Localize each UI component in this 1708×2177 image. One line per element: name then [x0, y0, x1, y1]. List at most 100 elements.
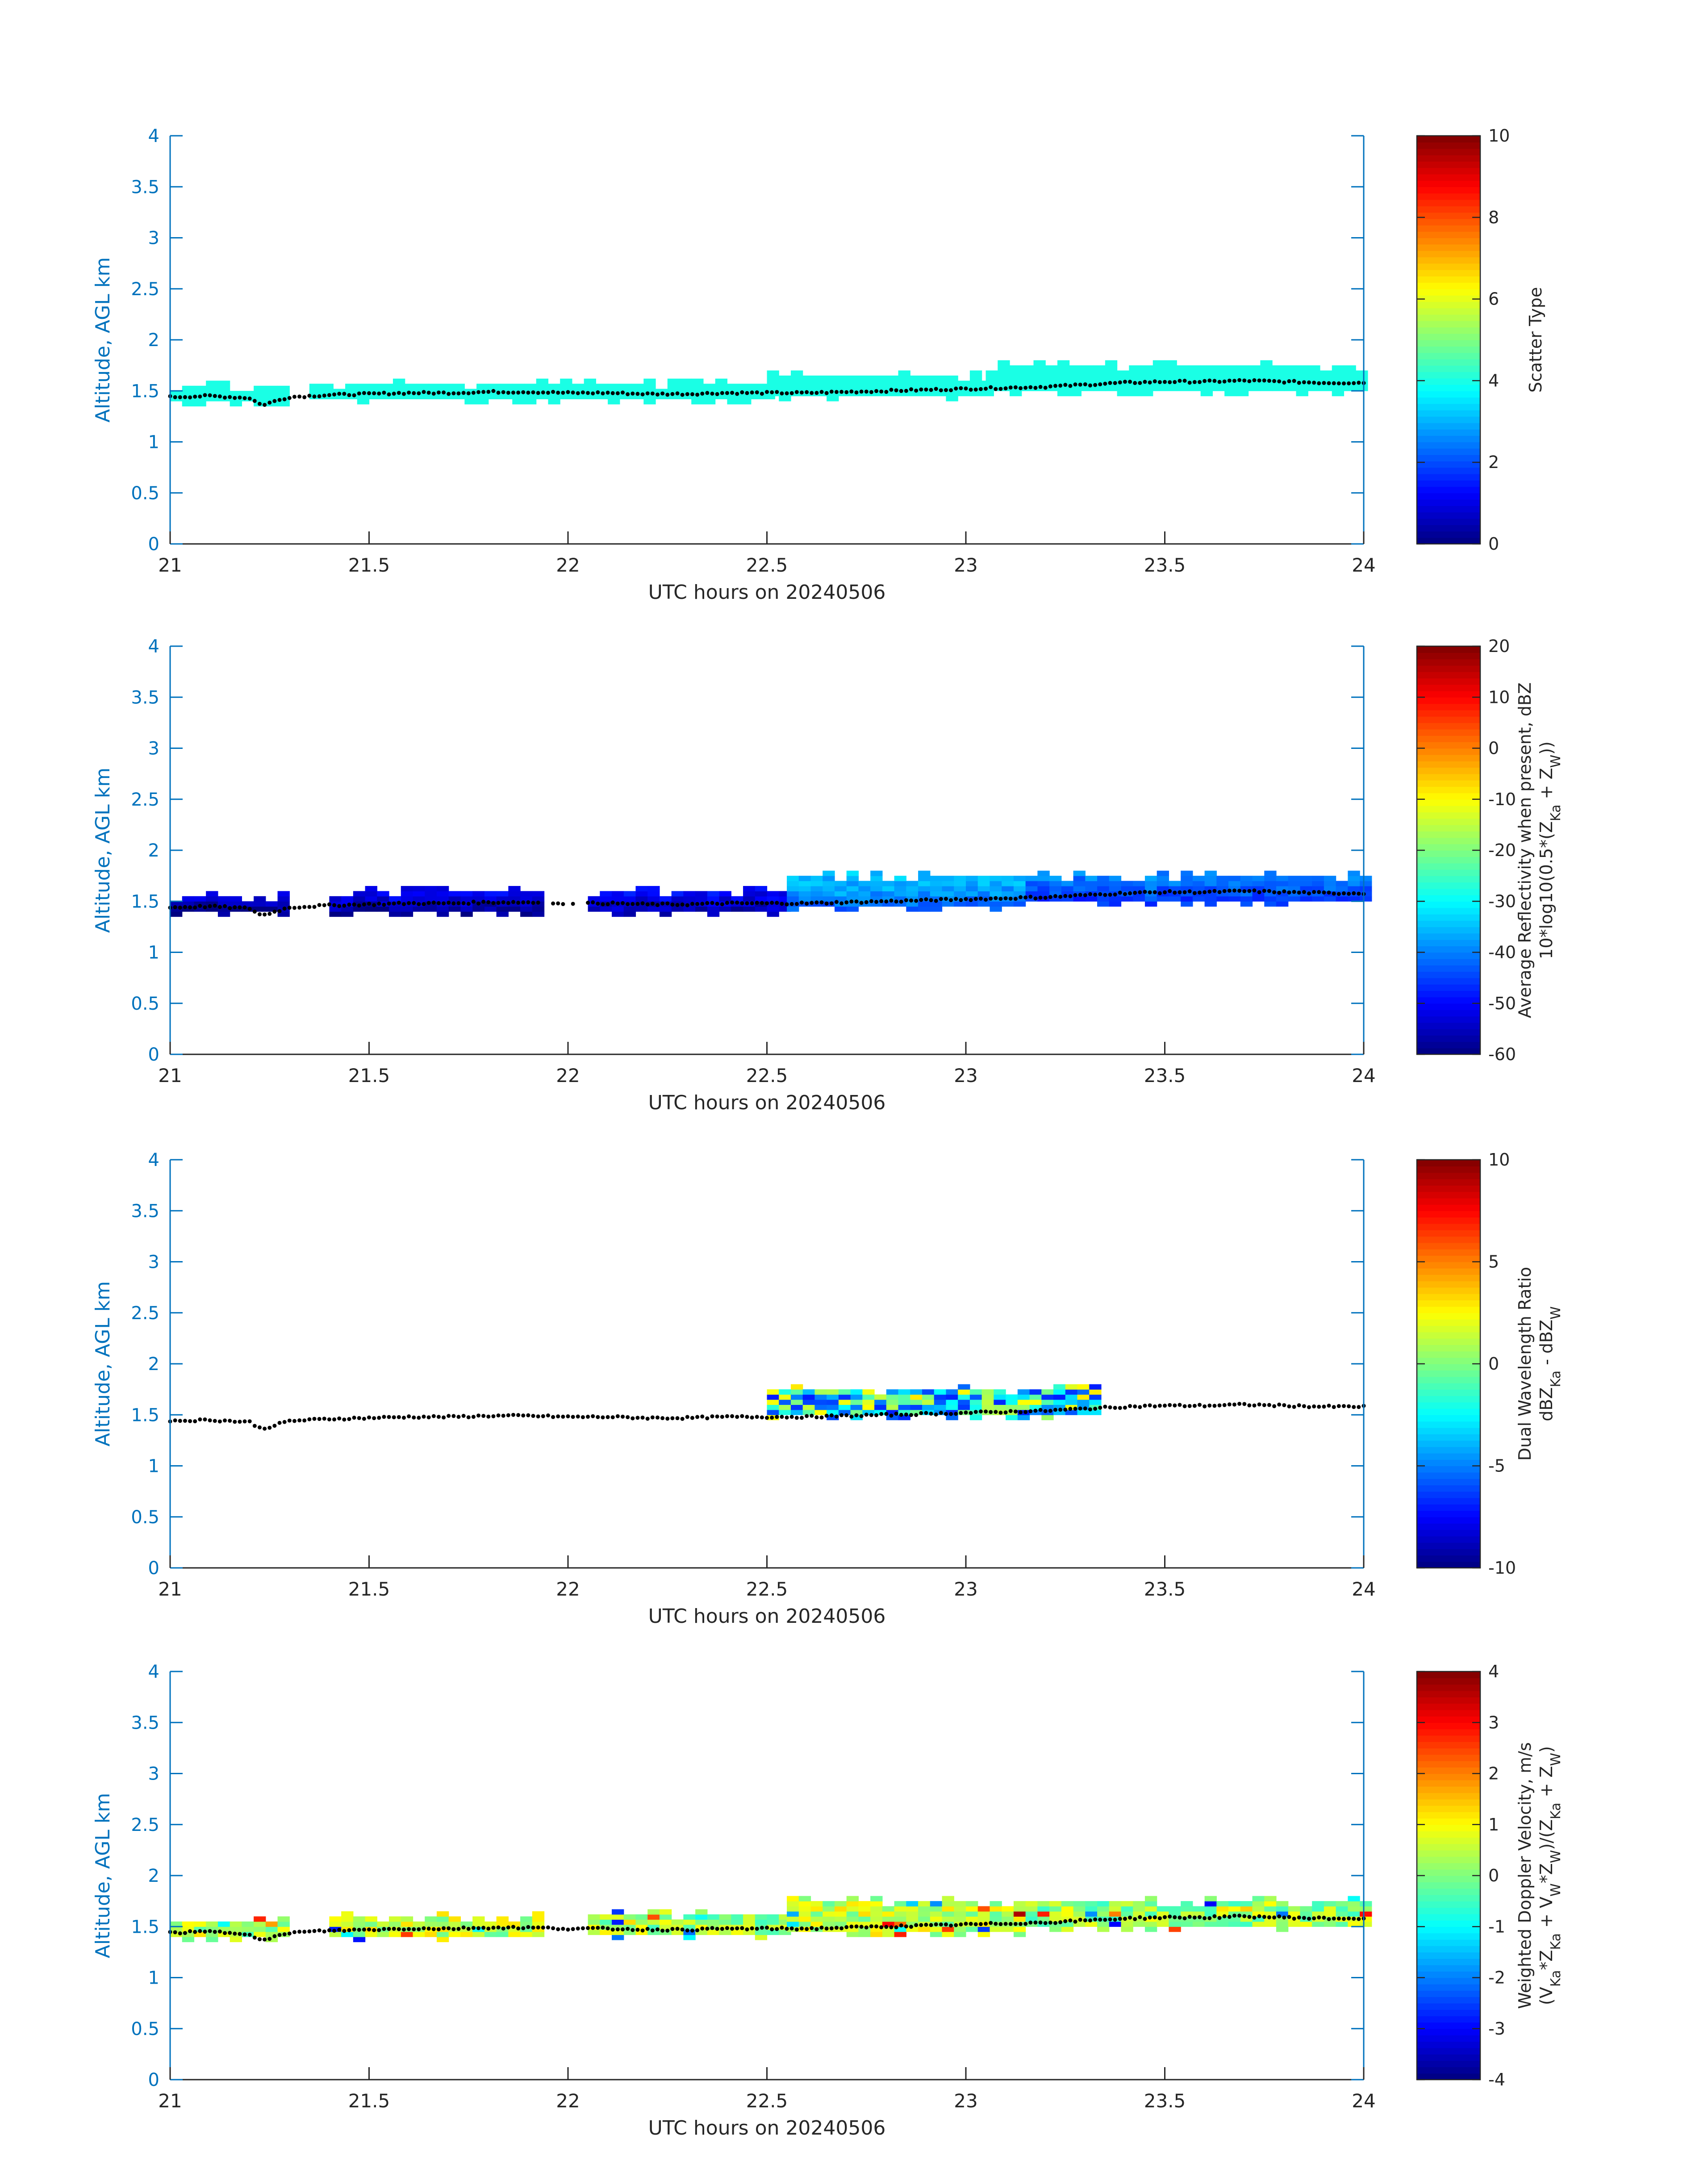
cloud-top-dot — [799, 390, 804, 395]
cloud-pixel — [496, 891, 509, 897]
cloud-top-dot — [969, 1922, 973, 1926]
cloud-pixel — [659, 911, 672, 917]
cloud-pixel — [1332, 375, 1345, 381]
cloud-top-dot — [615, 1414, 620, 1418]
cloud-top-dot — [1013, 897, 1018, 901]
cloud-top-dot — [1019, 895, 1023, 899]
cloud-pixel — [1240, 896, 1253, 902]
y-tick-label: 3.5 — [131, 1201, 159, 1221]
cloud-top-dot — [919, 1411, 923, 1415]
cloud-pixel — [862, 380, 875, 386]
cloud-top-dot — [1068, 894, 1073, 898]
cloud-pixel — [969, 380, 982, 386]
cloud-pixel — [1248, 380, 1261, 386]
colorbar-swatch — [1417, 958, 1480, 965]
cloud-pixel — [703, 399, 716, 405]
cloud-top-dot — [486, 389, 491, 394]
cloud-pixel — [448, 1921, 461, 1927]
colorbar-swatch — [1417, 793, 1480, 800]
cloud-top-dot — [1297, 380, 1301, 385]
cloud-pixel — [870, 881, 883, 886]
colorbar-swatch — [1417, 206, 1480, 213]
cloud-pixel — [1332, 365, 1345, 371]
cloud-pixel — [524, 399, 537, 405]
cloud-top-dot — [312, 1417, 317, 1421]
cloud-pixel — [787, 896, 799, 902]
cloud-top-dot — [685, 1928, 689, 1933]
colorbar-swatch — [1417, 486, 1480, 493]
cloud-top-dot — [173, 1930, 177, 1935]
cloud-top-dot — [1038, 895, 1043, 900]
x-tick-label: 24 — [1352, 1065, 1375, 1086]
cloud-top-dot — [1103, 381, 1107, 386]
cloud-pixel — [998, 365, 1010, 371]
cloud-pixel — [1165, 370, 1177, 376]
cloud-top-dot — [660, 391, 665, 396]
cloud-pixel — [846, 876, 859, 882]
colorbar-swatch — [1417, 799, 1480, 806]
cloud-pixel — [194, 396, 206, 401]
cloud-pixel — [679, 384, 692, 389]
cloud-pixel — [966, 901, 978, 907]
cloud-top-dot — [561, 902, 565, 907]
cloud-top-dot — [606, 902, 610, 907]
colorbar-swatch — [1417, 321, 1480, 328]
cloud-pixel — [906, 891, 919, 897]
cloud-top-dot — [626, 1415, 630, 1419]
cloud-pixel — [1228, 1901, 1241, 1907]
cloud-pixel — [958, 380, 970, 386]
cloud-pixel — [894, 891, 906, 897]
colorbar-swatch — [1417, 473, 1480, 481]
cloud-pixel — [715, 384, 727, 389]
cloud-top-dot — [969, 898, 973, 903]
cloud-top-dot — [1277, 1402, 1282, 1407]
cloud-pixel — [472, 896, 485, 902]
cloud-pixel — [1144, 1901, 1157, 1907]
cloud-top-dot — [312, 905, 317, 909]
cloud-top-dot — [621, 390, 625, 395]
cloud-top-dot — [1078, 893, 1082, 897]
cloud-pixel — [631, 389, 644, 394]
cloud-top-dot — [1013, 1409, 1018, 1414]
cloud-top-dot — [740, 1414, 744, 1418]
cloud-pixel — [998, 370, 1010, 376]
cloud-pixel — [1240, 1906, 1253, 1912]
cloud-top-dot — [621, 1414, 625, 1419]
cloud-pixel — [277, 391, 290, 397]
colorbar-swatch — [1417, 971, 1480, 978]
cloud-pixel — [882, 1906, 895, 1912]
cloud-top-dot — [1118, 380, 1122, 384]
cloud-top-dot — [864, 1925, 869, 1930]
cloud-pixel — [858, 886, 871, 891]
cloud-top-dot — [685, 903, 689, 907]
cloud-pixel — [986, 380, 998, 386]
colorbar-swatch — [1417, 997, 1480, 1004]
cloud-top-dot — [541, 1414, 545, 1418]
colorbar-swatch — [1417, 1048, 1480, 1055]
cloud-top-dot — [571, 902, 575, 906]
cloud-pixel — [894, 881, 906, 886]
cloud-top-dot — [909, 898, 913, 903]
cloud-pixel — [981, 1404, 994, 1410]
cloud-top-dot — [596, 390, 600, 395]
cloud-pixel — [1169, 1926, 1181, 1932]
cloud-top-dot — [228, 906, 232, 911]
cloud-top-dot — [735, 1926, 739, 1930]
cloud-pixel — [1049, 886, 1062, 891]
cloud-pixel — [1025, 1916, 1038, 1922]
colorbar-swatch — [1417, 327, 1480, 334]
cloud-top-dot — [466, 1415, 471, 1420]
cloud-top-dot — [1063, 1919, 1068, 1923]
cloud-pixel — [671, 1919, 684, 1925]
cloud-pixel — [1360, 876, 1372, 882]
cloud-top-dot — [1227, 1402, 1232, 1407]
y-tick-label: 3.5 — [131, 177, 159, 197]
colorbar-swatch — [1417, 499, 1480, 506]
cloud-top-dot — [1317, 1404, 1321, 1409]
cloud-top-dot — [312, 394, 317, 399]
colorbar-tick-label: 2 — [1488, 452, 1499, 472]
cloud-top-dot — [506, 1413, 510, 1417]
cloud-pixel — [1017, 1415, 1030, 1421]
cloud-top-dot — [586, 1926, 590, 1930]
cloud-top-dot — [580, 1415, 585, 1419]
